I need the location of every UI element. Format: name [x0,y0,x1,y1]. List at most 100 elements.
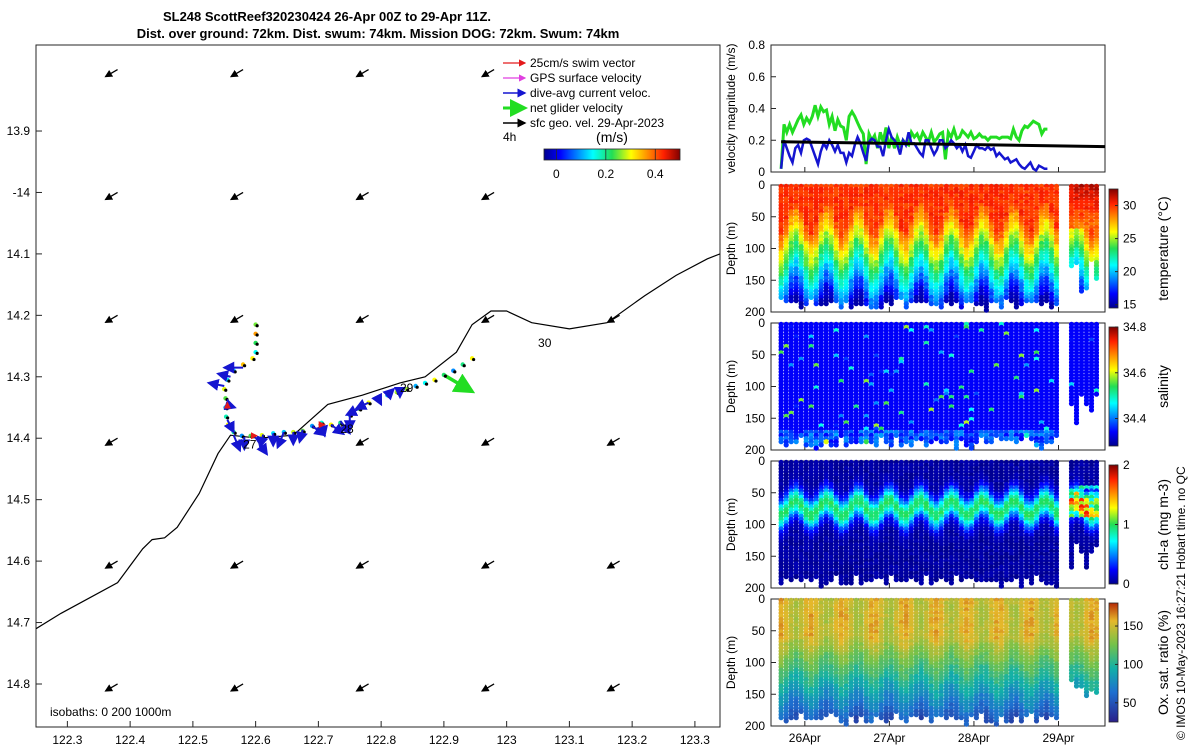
velocity-panel-ytick-label: 0.4 [748,102,765,116]
salinity-panel-sample-point [978,432,985,438]
temperature-panel-sample-point [1073,259,1080,266]
temperature-panel-sample-point [888,301,894,307]
salinity-panel-sample-point [948,436,955,442]
track-tick [226,416,230,420]
geo-velocity-vector [480,683,495,692]
salinity-panel-sample-point [933,436,939,442]
temperature-panel-ytick-label: 0 [758,178,765,192]
salinity-panel-ytick-label: 0 [758,316,765,330]
temperature-panel-sample-point [933,301,939,307]
geo-velocity-vector [229,560,244,569]
temperature-panel-sample-point [783,298,789,304]
salinity-panel-sample-point [958,436,965,442]
current-vector [354,398,370,410]
salinity-panel-sample-point [1008,436,1015,442]
map-ytick-label: 14.3 [7,370,31,384]
temperature-panel-sample-point [1043,298,1050,304]
salinity-panel-colorbar-tick-label: 34.6 [1123,366,1147,380]
salinity-panel-sample-point [803,442,809,448]
geo-velocity-vector [229,683,244,692]
map-ytick-label: -14 [13,185,31,199]
geo-velocity-vector [104,314,118,323]
salinity-panel-sample-point [963,442,970,448]
temperature-panel-sample-point [808,294,814,300]
temperature-panel-colorbar-label: temperature (°C) [1155,196,1171,300]
salinity-panel-sample-point [868,439,874,445]
geo-velocity-vector [104,191,118,201]
map-ytick-label: 14.8 [7,677,31,691]
temperature-panel-sample-point [1008,298,1015,304]
velocity-panel-ytick-label: 0.6 [748,70,765,84]
salinity-panel-sample-point [1048,439,1055,445]
salinity-panel-sample-point [938,439,944,445]
salinity-panel-sample-point [943,439,950,445]
temperature-panel-sample-point [978,301,985,307]
temperature-panel-sample-point [973,301,980,307]
map-ytick-label: 13.9 [7,124,31,138]
current-vector [296,429,308,444]
temperature-panel-sample-point [1083,285,1090,291]
track-tick [406,388,410,392]
map-xtick-label: 123.1 [554,733,584,747]
temperature-panel-sample-point [793,298,799,304]
temperature-panel-sample-point [1033,298,1040,304]
temperature-panel-sample-point [1003,294,1010,300]
track-tick [443,374,447,378]
salinity-panel-sample-point [903,439,909,445]
temperature-panel-sample-point [1018,301,1024,307]
track-tick [255,333,259,337]
current-vector [223,419,235,434]
geo-velocity-vector [480,69,495,78]
velocity-series-line [779,103,1048,169]
track-tick [255,351,259,356]
temperature-panel-sample-point [938,304,944,310]
geo-velocity-vector [355,191,369,201]
salinity-panel-sample-point [993,432,1000,438]
salinity-panel-sample-point [1083,401,1090,407]
track-tick [252,357,256,362]
map-axes-box [35,44,721,728]
current-vector [206,378,225,391]
track-tick [453,370,457,374]
temperature-panel-sample-point [1068,263,1075,269]
temperature-panel-sample-point [993,298,1000,304]
map-ytick-label: 14.7 [7,616,31,630]
salinity-panel-sample-point [988,439,995,445]
velocity-series-line [781,140,1106,149]
map-ytick-label: 14.4 [7,431,31,445]
legend-current-label: dive-avg current veloc. [530,86,651,100]
temperature-panel-sample-point [803,301,809,307]
title-line-1: SL248 ScottReef320230424 26-Apr 00Z to 2… [163,9,491,24]
salinity-panel-sample-point [953,445,960,451]
map-xtick-label: 122.5 [178,733,208,747]
salinity-panel-sample-point [828,442,834,448]
salinity-panel-sample-point [783,442,789,448]
track-tick [233,431,237,435]
temperature-panel-sample-point [948,301,955,307]
salinity-panel-sample-point [813,445,819,451]
salinity-panel-ytick-label: 150 [745,411,765,425]
velocity-panel-ytick-label: 0.2 [748,133,765,147]
geo-velocity-vector [606,683,620,692]
day-label: 30 [538,336,552,350]
salinity-panel-sample-point [1053,432,1060,438]
temperature-panel-sample-point [983,307,990,313]
temperature-panel-sample-point [1048,304,1055,310]
salinity-panel-sample-point [838,432,844,438]
salinity-panel-sample-point [1028,436,1035,442]
salinity-panel-sample-point [893,432,899,438]
map-ticks: 122.3 122.4 122.5 122.6 122.7 122.8 122.9 123 12… [7,124,711,747]
temperature-panel-sample-point [818,301,824,307]
temperature-panel-sample-point [858,301,864,307]
salinity-panel-sample-point [1043,439,1050,445]
map-xtick-label: 122.8 [366,733,396,747]
temperature-panel-sample-point [813,301,819,307]
temperature-panel-sample-point [838,304,844,310]
geo-velocity-vector [104,683,118,692]
speed-colorbar [543,148,681,161]
salinity-panel-sample-point [1073,420,1080,426]
map-xtick-label: 123.3 [680,733,710,747]
temperature-panel-sample-point [823,301,829,307]
